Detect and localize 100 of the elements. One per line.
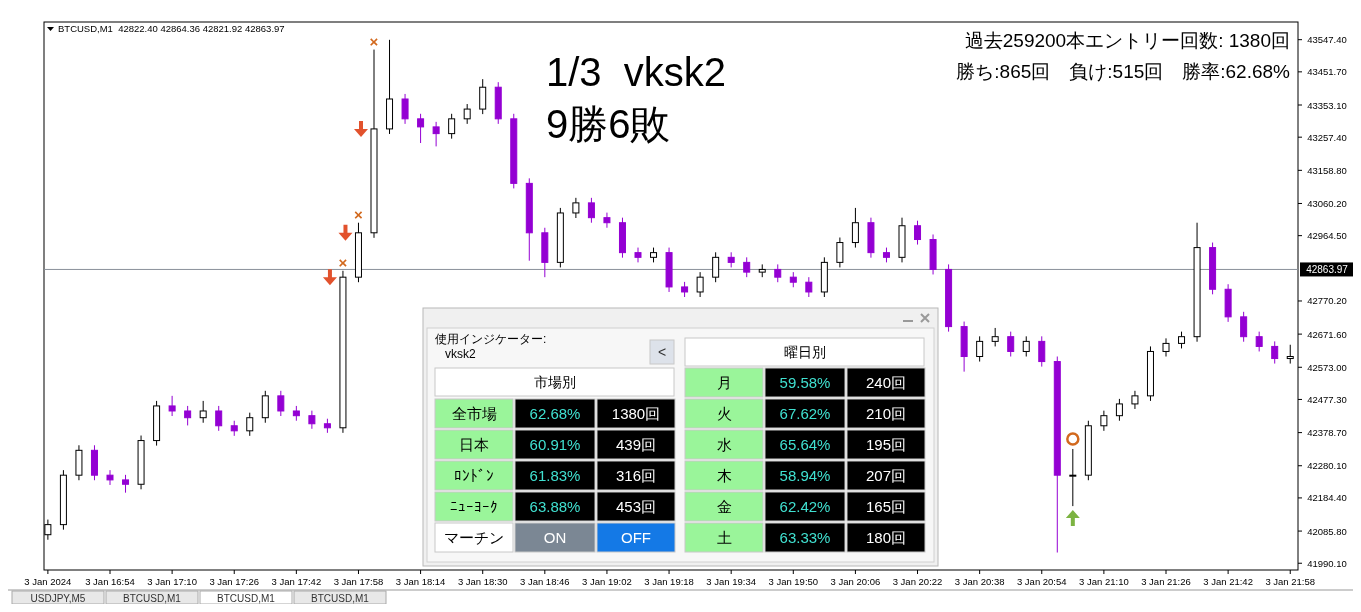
y-tick-label: 42964.50 (1307, 230, 1347, 242)
annotation: 木 (716, 466, 732, 484)
annotation: 日本 (459, 435, 489, 453)
candlestick (448, 113, 456, 140)
candlestick (712, 251, 720, 283)
candlestick (417, 113, 425, 144)
annotation: 67.62% (779, 404, 831, 422)
annotation: 453回 (615, 497, 657, 515)
candlestick (432, 121, 440, 147)
x-tick-label: 3 Jan 17:10 (147, 576, 197, 587)
annotation: 曜日別 (783, 344, 826, 361)
annotation: 65.64% (779, 435, 831, 453)
y-tick-label: 42770.20 (1307, 295, 1347, 307)
text: BTCUSD,M1 (311, 592, 370, 604)
candlestick (1131, 390, 1139, 410)
x-tick-label: 3 Jan 20:06 (830, 576, 881, 587)
candlestick (246, 412, 254, 437)
annotation: 62.42% (779, 497, 831, 515)
candlestick (463, 103, 471, 125)
annotation: 月 (716, 373, 732, 391)
candlestick (1162, 337, 1170, 358)
annotation: 金 (716, 497, 732, 515)
ref-line-label: 42863.97 (1306, 264, 1349, 276)
candlestick (106, 469, 114, 486)
x-tick-label: 3 Jan 20:22 (892, 576, 943, 587)
annotation: 火 (716, 404, 732, 422)
text: BTCUSD,M1 (217, 592, 276, 604)
candlestick (1007, 331, 1015, 358)
annotation: vksk2 (445, 347, 476, 361)
candlestick (215, 405, 223, 432)
annotation: 9勝6敗 (546, 102, 671, 146)
annotation: 過去259200本エントリー回数: 1380回 (964, 30, 1290, 51)
candlestick (168, 395, 176, 417)
annotation: 全市場 (451, 404, 497, 422)
annotation: 1380回 (611, 404, 661, 422)
annotation: 勝ち:865回 負け:515回 勝率:62.68% (956, 61, 1291, 82)
candlestick (1255, 331, 1263, 352)
x-tick-label: 3 Jan 19:34 (706, 576, 756, 587)
candlestick (308, 410, 316, 430)
x-tick-label: 3 Jan 18:46 (520, 576, 570, 587)
x-tick-label: 3 Jan 17:42 (271, 576, 322, 587)
annotation: 1/3 vksk2 (546, 50, 727, 94)
x-tick-label: 3 Jan 21:42 (1203, 576, 1253, 587)
annotation: 63.88% (529, 497, 581, 515)
x-tick-label: 3 Jan 16:54 (85, 576, 135, 587)
y-tick-label: 43353.10 (1307, 99, 1347, 111)
candlestick (805, 276, 813, 298)
annotation: 58.94% (779, 466, 831, 484)
candlestick (1240, 311, 1248, 343)
y-tick-label: 42184.40 (1307, 492, 1347, 504)
annotation: 水 (716, 435, 732, 453)
annotation: 土 (716, 528, 732, 546)
x-tick-label: 3 Jan 20:54 (1016, 576, 1067, 587)
y-tick-label: 43158.80 (1307, 164, 1347, 176)
candlestick (1069, 448, 1077, 507)
candlestick (572, 197, 580, 219)
candlestick (184, 405, 192, 426)
annotation: 316回 (615, 466, 657, 484)
x-tick-label: 3 Jan 19:18 (644, 576, 694, 587)
candlestick (1100, 410, 1108, 432)
annotation: × (369, 32, 379, 50)
chart-title: BTCUSD,M1 42822.40 42864.36 42821.92 42863.97 (58, 23, 285, 34)
x-tick-label: 3 Jan 17:58 (333, 576, 384, 587)
annotation: ON (543, 528, 567, 546)
annotation: OFF (621, 528, 651, 546)
annotation: ﾆｭｰﾖｰｸ (450, 497, 498, 515)
candlestick (199, 400, 207, 424)
annotation: 210回 (865, 404, 907, 422)
y-tick-label: 42085.80 (1307, 525, 1347, 537)
candlestick (1115, 398, 1123, 422)
annotation: × (354, 205, 364, 223)
annotation: 165回 (865, 497, 907, 515)
annotation: 60.91% (529, 435, 581, 453)
annotation: 61.83% (529, 466, 581, 484)
x-tick-label: 3 Jan 20:38 (954, 576, 1005, 587)
annotation: 市場別 (533, 374, 576, 391)
x-tick-label: 3 Jan 2024 (24, 576, 72, 587)
annotation: 180回 (865, 528, 907, 546)
candlestick (976, 335, 984, 363)
y-tick-label: 42280.10 (1307, 460, 1347, 472)
y-tick-label: 43547.40 (1307, 34, 1347, 46)
y-tick-label: 43060.20 (1307, 197, 1347, 209)
annotation: 439回 (615, 435, 657, 453)
candlestick (479, 78, 487, 115)
y-tick-label: 43257.40 (1307, 131, 1347, 143)
annotation: 使用インジケーター: (435, 332, 547, 346)
candlestick (743, 256, 751, 278)
candlestick (1271, 340, 1279, 365)
x-tick-label: 3 Jan 21:26 (1141, 576, 1191, 587)
annotation: ﾛﾝﾄﾞﾝ (454, 466, 494, 484)
candlestick (836, 237, 844, 268)
y-tick-label: 43451.70 (1307, 66, 1347, 78)
annotation: < (657, 344, 667, 361)
candlestick (1038, 335, 1046, 368)
candlestick (634, 247, 642, 263)
candlestick (401, 93, 409, 125)
candlestick (914, 220, 922, 246)
candlestick (1286, 344, 1294, 365)
candlestick (261, 390, 269, 424)
y-tick-label: 41990.10 (1307, 557, 1347, 569)
